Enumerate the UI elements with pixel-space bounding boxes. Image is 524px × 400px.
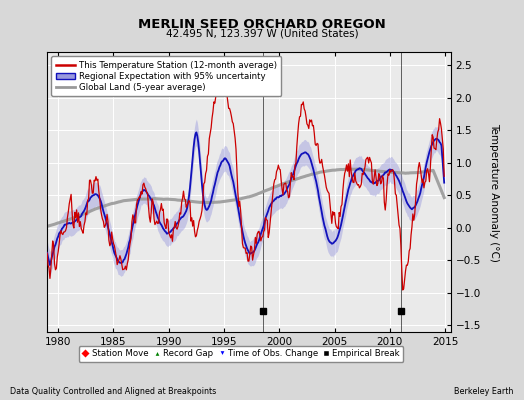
Text: 42.495 N, 123.397 W (United States): 42.495 N, 123.397 W (United States) (166, 28, 358, 38)
Text: MERLIN SEED ORCHARD OREGON: MERLIN SEED ORCHARD OREGON (138, 18, 386, 31)
Text: Data Quality Controlled and Aligned at Breakpoints: Data Quality Controlled and Aligned at B… (10, 387, 217, 396)
Legend: Station Move, Record Gap, Time of Obs. Change, Empirical Break: Station Move, Record Gap, Time of Obs. C… (79, 346, 403, 362)
Y-axis label: Temperature Anomaly (°C): Temperature Anomaly (°C) (489, 122, 499, 262)
Text: Berkeley Earth: Berkeley Earth (454, 387, 514, 396)
Legend: This Temperature Station (12-month average), Regional Expectation with 95% uncer: This Temperature Station (12-month avera… (51, 56, 281, 96)
